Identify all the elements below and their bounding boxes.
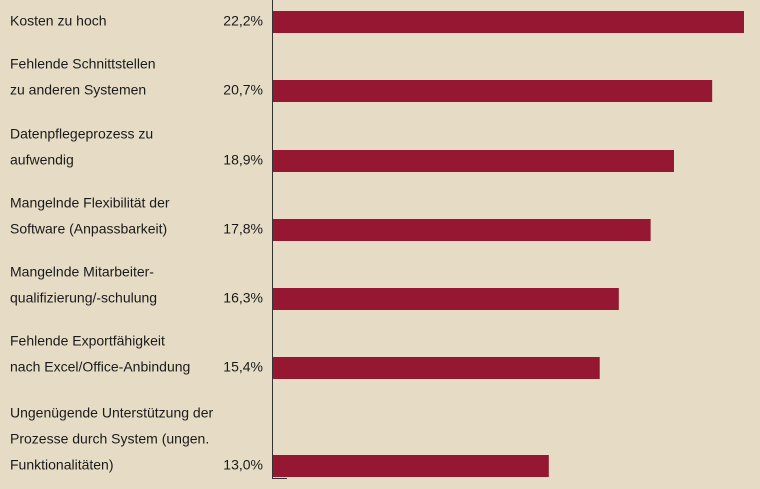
category-label: Fehlende Exportfähigkeit xyxy=(10,333,165,349)
category-label: Software (Anpassbarkeit) xyxy=(10,221,167,237)
category-label: Datenpflegeprozess zu xyxy=(10,126,153,142)
bar xyxy=(273,288,619,310)
bar xyxy=(273,150,674,172)
category-label: Prozesse durch System (ungen. xyxy=(10,431,209,447)
value-label: 16,3% xyxy=(223,290,263,306)
value-label: 18,9% xyxy=(223,152,263,168)
value-label: 17,8% xyxy=(223,221,263,237)
bar xyxy=(273,357,600,379)
value-label: 13,0% xyxy=(223,457,263,473)
value-label: 20,7% xyxy=(223,82,263,98)
bar xyxy=(273,455,549,477)
value-label: 22,2% xyxy=(223,13,263,29)
bar xyxy=(273,11,744,33)
category-label: Fehlende Schnittstellen xyxy=(10,56,156,72)
bar xyxy=(273,80,713,102)
category-label: zu anderen Systemen xyxy=(10,82,146,98)
category-label: Mangelnde Flexibilität der xyxy=(10,195,170,211)
bar xyxy=(273,219,651,241)
category-label: Ungenügende Unterstützung der xyxy=(10,405,213,421)
category-label: Funktionalitäten) xyxy=(10,457,114,473)
category-label: qualifizierung/-schulung xyxy=(10,290,157,306)
category-label: Kosten zu hoch xyxy=(10,13,107,29)
category-label: Mangelnde Mitarbeiter- xyxy=(10,264,154,280)
category-label: aufwendig xyxy=(10,152,74,168)
value-label: 15,4% xyxy=(223,359,263,375)
category-label: nach Excel/Office-Anbindung xyxy=(10,359,190,375)
